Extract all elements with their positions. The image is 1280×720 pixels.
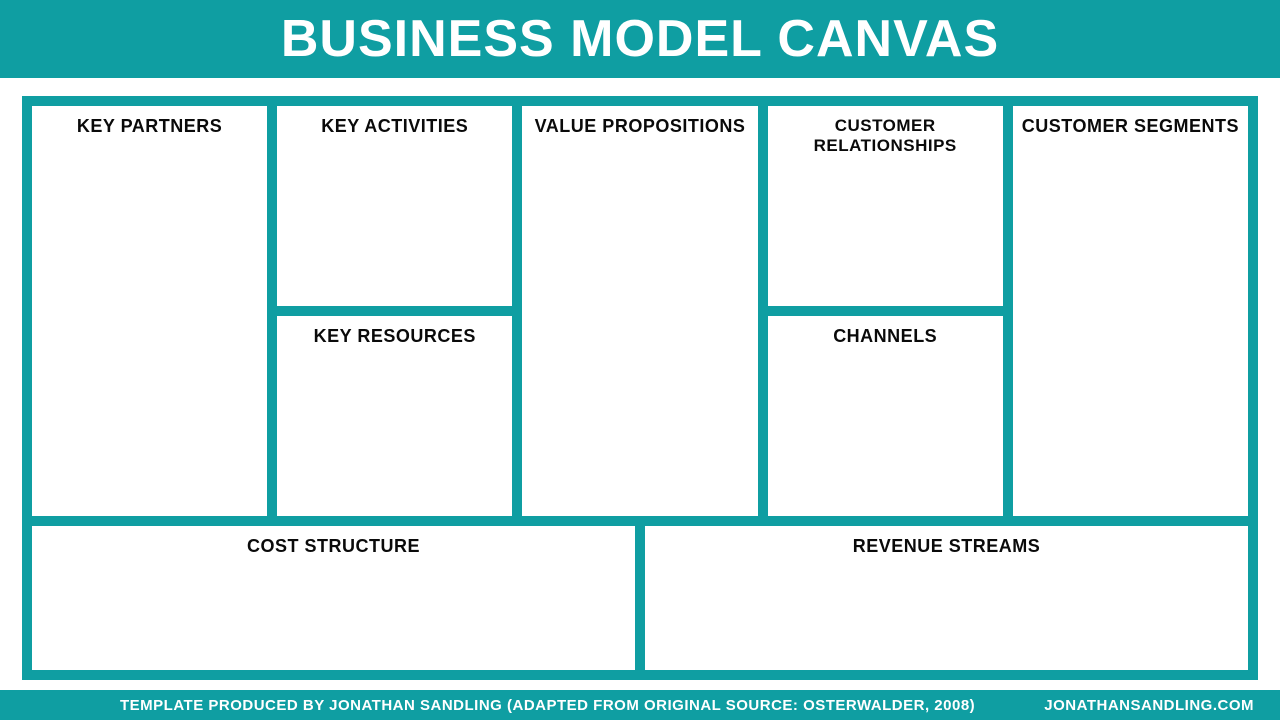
- cell-title-value-propositions: VALUE PROPOSITIONS: [530, 116, 749, 137]
- cell-customer-relationships: CUSTOMER RELATIONSHIPS: [768, 106, 1003, 306]
- cell-channels: CHANNELS: [768, 316, 1003, 516]
- header-title: BUSINESS MODEL CANVAS: [281, 9, 999, 69]
- cell-key-activities: KEY ACTIVITIES: [277, 106, 512, 306]
- cell-customer-segments: CUSTOMER SEGMENTS: [1013, 106, 1248, 516]
- cell-key-resources: KEY RESOURCES: [277, 316, 512, 516]
- cell-title-cost-structure: COST STRUCTURE: [40, 536, 627, 557]
- footer-bar: TEMPLATE PRODUCED BY JONATHAN SANDLING (…: [0, 690, 1280, 720]
- cell-revenue-streams: REVENUE STREAMS: [645, 526, 1248, 670]
- cell-title-key-resources: KEY RESOURCES: [285, 326, 504, 347]
- header-bar: BUSINESS MODEL CANVAS: [0, 0, 1280, 78]
- cell-title-key-partners: KEY PARTNERS: [40, 116, 259, 137]
- canvas-outer: KEY PARTNERS KEY ACTIVITIES KEY RESOURCE…: [0, 78, 1280, 690]
- business-model-canvas: BUSINESS MODEL CANVAS KEY PARTNERS KEY A…: [0, 0, 1280, 720]
- cell-title-channels: CHANNELS: [776, 326, 995, 347]
- cell-value-propositions: VALUE PROPOSITIONS: [522, 106, 757, 516]
- footer-site: JONATHANSANDLING.COM: [1044, 697, 1254, 714]
- cell-title-key-activities: KEY ACTIVITIES: [285, 116, 504, 137]
- canvas-grid: KEY PARTNERS KEY ACTIVITIES KEY RESOURCE…: [32, 106, 1248, 670]
- cell-title-customer-relationships: CUSTOMER RELATIONSHIPS: [776, 116, 995, 156]
- cell-title-revenue-streams: REVENUE STREAMS: [653, 536, 1240, 557]
- canvas-frame: KEY PARTNERS KEY ACTIVITIES KEY RESOURCE…: [22, 96, 1258, 680]
- cell-title-customer-segments: CUSTOMER SEGMENTS: [1021, 116, 1240, 137]
- cell-key-partners: KEY PARTNERS: [32, 106, 267, 516]
- cell-cost-structure: COST STRUCTURE: [32, 526, 635, 670]
- footer-credit: TEMPLATE PRODUCED BY JONATHAN SANDLING (…: [120, 697, 975, 714]
